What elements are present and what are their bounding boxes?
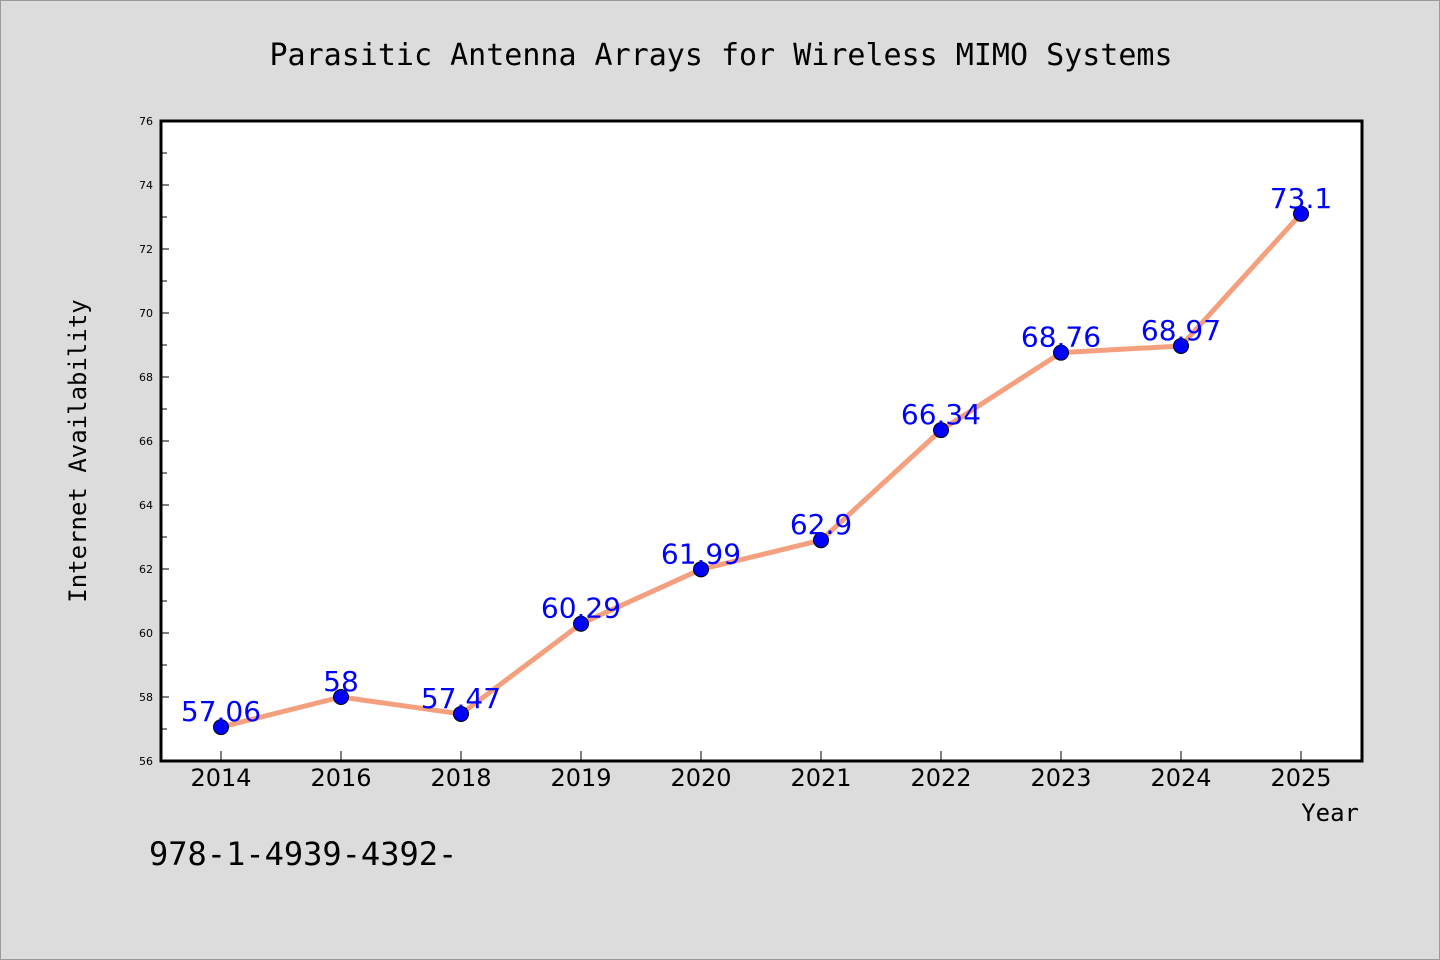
y-tick-label: 64 (139, 499, 153, 512)
y-tick-label: 76 (139, 115, 153, 128)
y-tick-label: 62 (139, 563, 153, 576)
data-label: 61.99 (661, 537, 741, 570)
data-label: 66.34 (901, 398, 981, 431)
plot-area (159, 119, 1364, 763)
data-label: 62.9 (790, 508, 852, 541)
y-tick-label: 68 (139, 371, 153, 384)
data-point-marker (1053, 344, 1069, 361)
data-label: 68.76 (1021, 321, 1101, 354)
x-axis-ticks: 2014 2016 2018 2019 2020 2021 2022 2023 2024 2025 (190, 751, 1332, 792)
y-tick-label: 72 (139, 243, 153, 256)
x-tick-label: 2022 (910, 764, 971, 792)
y-axis-label: Internet Availability (64, 299, 92, 602)
data-point-marker (453, 705, 469, 722)
x-tick-label: 2019 (550, 764, 611, 792)
data-label: 57.06 (181, 695, 261, 728)
y-tick-label: 58 (139, 691, 153, 704)
x-tick-label: 2016 (310, 764, 371, 792)
x-axis-label: Year (1301, 799, 1359, 827)
chart-title: Parasitic Antenna Arrays for Wireless MI… (269, 38, 1172, 73)
data-label: 57.47 (421, 682, 501, 715)
y-axis-ticks: 56 58 60 62 64 66 68 70 72 74 76 (139, 115, 169, 768)
data-point-marker (1173, 337, 1189, 354)
x-tick-label: 2023 (1030, 764, 1091, 792)
data-point-marker (333, 689, 349, 705)
x-tick-label: 2014 (190, 764, 251, 792)
x-tick-label: 2018 (430, 764, 491, 792)
y-tick-label: 56 (139, 755, 153, 768)
data-label: 58 (323, 665, 359, 698)
data-point-marker (213, 719, 229, 736)
y-tick-label: 66 (139, 435, 153, 448)
series-line (218, 211, 1304, 730)
series-group (213, 205, 1309, 736)
y-tick-label: 74 (139, 179, 153, 192)
data-point-marker (1293, 205, 1309, 222)
data-label: 73.1 (1270, 182, 1332, 215)
y-tick-label: 60 (139, 627, 153, 640)
x-tick-label: 2024 (1150, 764, 1211, 792)
footer-code: 978-1-4939-4392- (149, 835, 457, 873)
data-labels-group: 57.06 58 57.47 60.29 61.99 62.9 66.34 68.76 68.9… (181, 182, 1332, 728)
data-point-marker (573, 615, 589, 632)
data-point-marker (813, 532, 829, 549)
x-tick-label: 2021 (790, 764, 851, 792)
data-label: 60.29 (541, 592, 621, 625)
data-point-marker (693, 561, 709, 578)
data-label: 68.97 (1141, 314, 1221, 347)
x-tick-label: 2025 (1270, 764, 1331, 792)
data-point-marker (933, 422, 949, 439)
y-tick-label: 70 (139, 307, 153, 320)
x-tick-label: 2020 (670, 764, 731, 792)
